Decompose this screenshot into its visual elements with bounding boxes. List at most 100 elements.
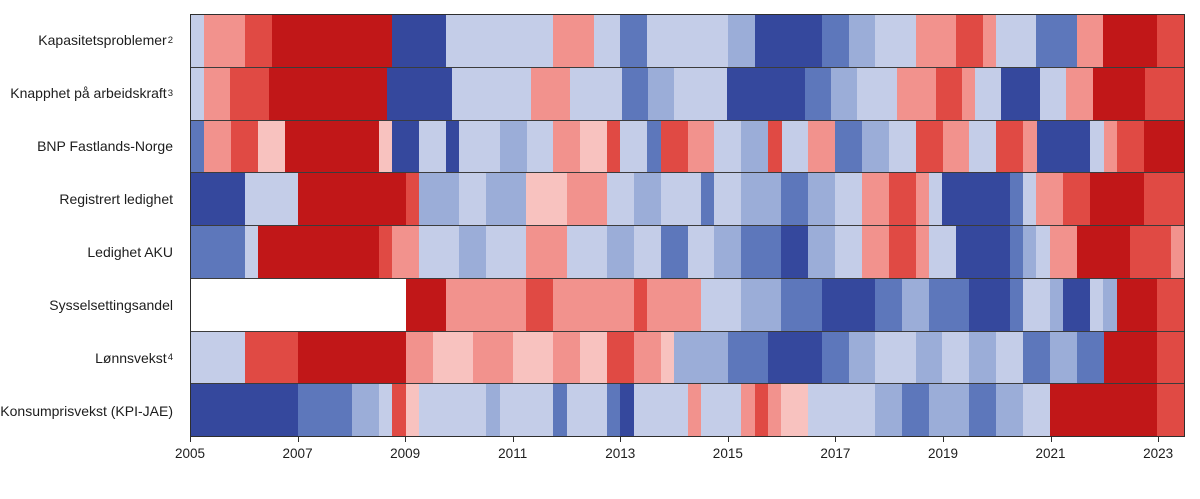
heatmap-cell	[700, 173, 715, 225]
row-label: BNP Fastlands-Norge	[0, 120, 182, 173]
heatmap-cell	[915, 15, 956, 67]
x-tickmark	[727, 437, 729, 442]
heatmap-cell	[569, 67, 623, 120]
heatmap-cell	[459, 120, 500, 173]
heatmap-cell	[1143, 173, 1185, 225]
heatmap-cell	[432, 331, 473, 384]
heatmap-cell	[1157, 331, 1185, 384]
heatmap-cell	[244, 331, 299, 384]
heatmap-cell	[660, 226, 688, 278]
heatmap-cell	[1049, 278, 1064, 331]
heatmap-cell	[191, 173, 245, 225]
heatmap-cell	[808, 173, 836, 225]
heatmap-cell	[768, 331, 822, 384]
heatmap-cell	[805, 67, 832, 120]
heatmap-cell	[961, 67, 975, 120]
heatmap-cell	[446, 120, 460, 173]
heatmap-cell	[204, 120, 232, 173]
heatmap-cell	[831, 67, 858, 120]
heatmap-cell	[741, 226, 782, 278]
heatmap-cell	[633, 331, 661, 384]
heatmap-cell	[1157, 15, 1184, 67]
heatmap-cell	[499, 384, 554, 436]
heatmap-cell	[996, 120, 1024, 173]
heatmap-cell	[1103, 331, 1158, 384]
heatmap-cell	[472, 331, 514, 384]
heatmap-cell	[714, 173, 742, 225]
heatmap-cell	[271, 15, 393, 67]
heatmap-row	[191, 173, 1185, 226]
heatmap-cell	[1076, 226, 1131, 278]
heatmap-cell	[942, 331, 970, 384]
heatmap-cell	[942, 173, 1010, 225]
heatmap-cell	[580, 331, 607, 384]
heatmap-cell	[405, 331, 433, 384]
row-label-text: Ledighet AKU	[87, 243, 173, 260]
heatmap-cell	[530, 67, 570, 120]
heatmap-cell	[808, 226, 836, 278]
heatmap-cell	[902, 384, 930, 436]
x-axis: 2005 2007 2009 2011 2013 2015 2017 2019 2021 2023	[175, 437, 1185, 471]
heatmap-cell	[714, 226, 742, 278]
x-tickmark	[297, 437, 299, 442]
x-tickmark	[835, 437, 837, 442]
heatmap-cell	[392, 226, 420, 278]
heatmap-cell	[821, 331, 849, 384]
heatmap-cell	[191, 120, 205, 173]
heatmap-cell	[553, 278, 634, 331]
heatmap-cell	[419, 173, 460, 225]
heatmap-cell	[902, 278, 930, 331]
heatmap-cell	[1022, 173, 1037, 225]
x-tick-label: 2007	[282, 446, 313, 461]
heatmap-cell	[875, 331, 916, 384]
x-tickmark	[512, 437, 514, 442]
row-label: Registrert ledighet	[0, 173, 182, 226]
heatmap-cell	[996, 331, 1023, 384]
heatmap-cell	[1009, 278, 1023, 331]
heatmap-cell	[1063, 173, 1091, 225]
heatmap-cell	[445, 278, 527, 331]
heatmap-cell	[1092, 67, 1145, 120]
heatmap-cell	[835, 173, 862, 225]
heatmap-cell	[660, 173, 701, 225]
heatmap-cell	[419, 120, 446, 173]
heatmap-cell	[781, 278, 822, 331]
heatmap-cell	[1066, 67, 1093, 120]
heatmap-cell	[687, 120, 715, 173]
heatmap-cell	[996, 15, 1037, 67]
heatmap-cell	[929, 173, 943, 225]
heatmap-row	[191, 331, 1185, 385]
heatmap-cell	[486, 384, 500, 436]
row-label-text: Registrert ledighet	[59, 191, 173, 208]
heatmap-cell	[191, 278, 406, 331]
heatmap-cell	[1063, 278, 1091, 331]
heatmap-cell	[191, 15, 205, 67]
heatmap-cell	[955, 226, 1010, 278]
row-label-text: Kapasitetsproblemer	[38, 32, 167, 49]
heatmap-cell	[258, 226, 379, 278]
heatmap-cell	[352, 384, 379, 436]
heatmap-cell	[606, 226, 634, 278]
heatmap-cell	[566, 384, 607, 436]
heatmap-cell	[1144, 67, 1184, 120]
heatmap-cell	[741, 278, 782, 331]
heatmap-cell	[191, 67, 205, 120]
heatmap-cell	[741, 120, 769, 173]
heatmap-cell	[1036, 15, 1077, 67]
heatmap-cell	[244, 173, 299, 225]
heatmap-cell	[835, 120, 863, 173]
x-tick-label: 2017	[820, 446, 851, 461]
heatmap-cell	[1023, 384, 1050, 436]
heatmap-cell	[929, 226, 956, 278]
heatmap-cell	[553, 120, 581, 173]
heatmap-cell	[754, 15, 822, 67]
heatmap-cell	[821, 278, 876, 331]
heatmap-cell	[1090, 120, 1104, 173]
heatmap-cell	[674, 67, 727, 120]
heatmap-cell	[526, 278, 554, 331]
heatmap-cell	[452, 67, 531, 120]
heatmap-cell	[888, 173, 916, 225]
heatmap-cell	[1023, 120, 1037, 173]
heatmap-cell	[915, 331, 943, 384]
heatmap-cell	[1157, 384, 1185, 436]
